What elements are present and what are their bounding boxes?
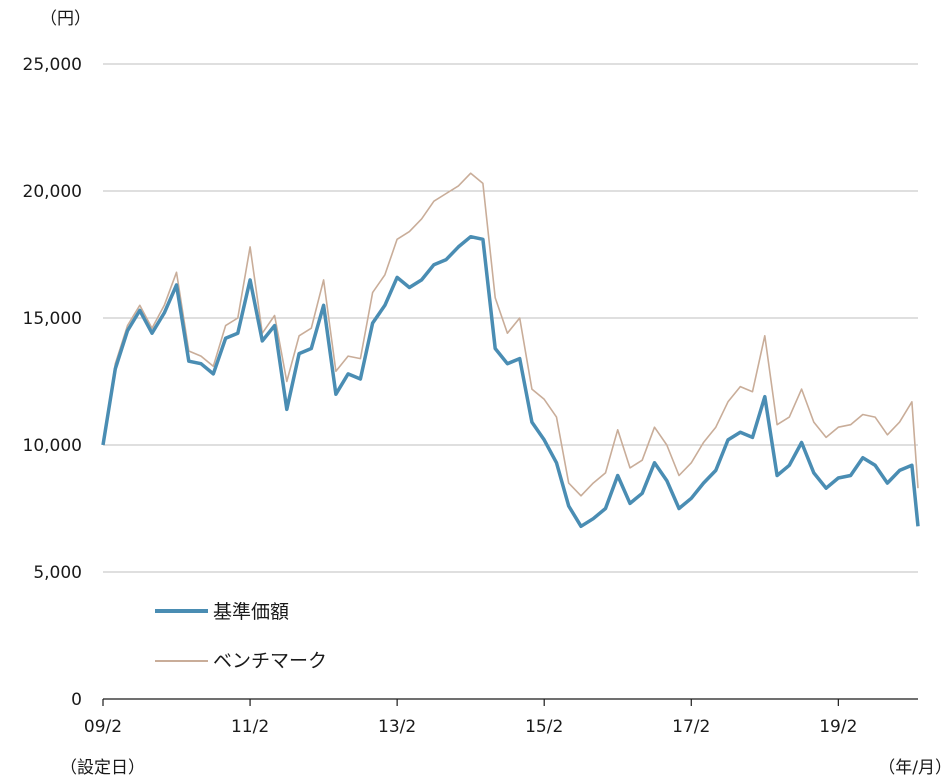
x-tick-label: 17/2 (672, 717, 710, 737)
x-tick-label: 09/2 (84, 717, 122, 737)
x-tick-label: 13/2 (378, 717, 416, 737)
y-unit-label: （円） (40, 9, 91, 29)
x-unit-label: （年/月） (878, 758, 951, 778)
legend: 基準価額 ベンチマーク (155, 601, 327, 672)
y-axis-tick-labels: 0 5,000 10,000 15,000 20,000 25,000 (23, 55, 82, 710)
legend-label-nav: 基準価額 (213, 601, 289, 623)
series-line-benchmark (102, 172, 919, 497)
x-tick-label: 15/2 (525, 717, 563, 737)
x-tick-label: 11/2 (231, 717, 269, 737)
x-axis-tick-labels: 09/2 11/2 13/2 15/2 17/2 19/2 (84, 717, 858, 737)
legend-label-benchmark: ベンチマーク (213, 650, 327, 672)
y-tick-label: 0 (71, 690, 82, 710)
x-tick-label: 19/2 (819, 717, 857, 737)
x-start-note: （設定日） (60, 758, 145, 778)
series-line-nav (101, 234, 920, 529)
series-layer (101, 172, 920, 529)
gridlines (103, 63, 918, 573)
y-tick-label: 10,000 (23, 436, 82, 456)
y-tick-label: 15,000 (23, 309, 82, 329)
y-tick-label: 20,000 (23, 182, 82, 202)
y-tick-label: 25,000 (23, 55, 82, 75)
x-axis (102, 698, 918, 706)
y-tick-label: 5,000 (33, 563, 82, 583)
